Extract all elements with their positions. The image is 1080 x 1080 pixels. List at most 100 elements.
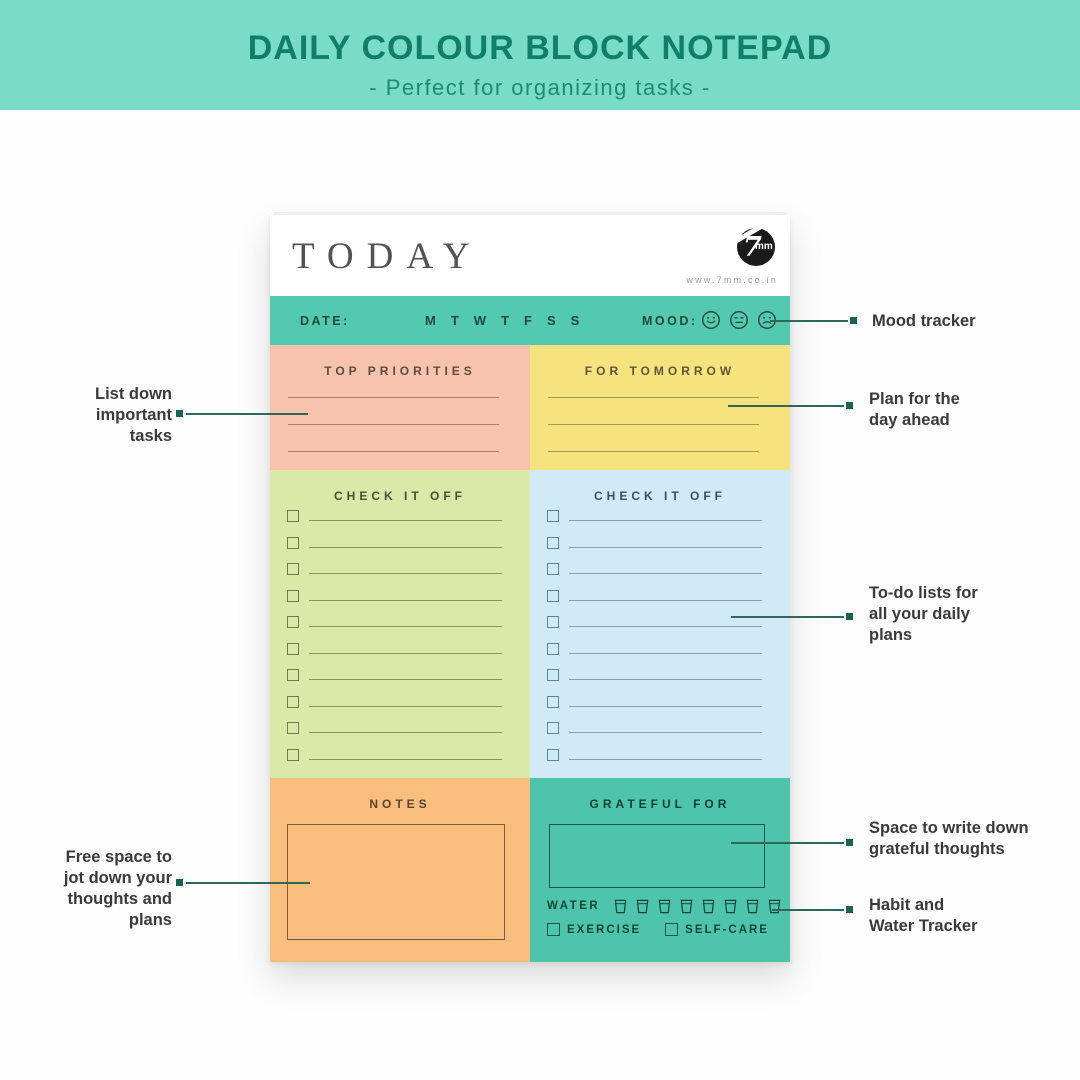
writing-line [569, 705, 762, 707]
checkbox [287, 510, 299, 522]
section-title: CHECK IT OFF [334, 489, 466, 503]
grateful-writing-box [549, 824, 765, 888]
callout-line [772, 909, 844, 911]
writing-line [309, 626, 502, 627]
callout-marker [176, 410, 183, 417]
checklist-row [547, 722, 762, 734]
writing-line [569, 573, 762, 574]
section-for-tomorrow: FOR TOMORROW [530, 345, 790, 470]
checklist-row [547, 616, 762, 628]
callout-todo-lists: To-do lists for all your daily plans [869, 584, 978, 645]
writing-line [569, 626, 762, 627]
checklist-row [547, 589, 762, 602]
writing-line [309, 758, 502, 760]
habit-label: SELF-CARE [685, 923, 769, 936]
water-cups [613, 898, 782, 915]
checkbox [547, 642, 559, 655]
weekday-initial: M [425, 313, 436, 328]
ruled-lines [288, 397, 499, 478]
checklist-row [287, 563, 502, 575]
writing-line [569, 732, 762, 733]
water-tracker: WATER [547, 896, 782, 916]
callout-line [731, 616, 844, 618]
brand-block: 7 mm www.7mm.co.in [686, 221, 778, 285]
ruled-line [288, 397, 499, 398]
notepad-header: TODAY 7 mm www.7mm.co.in [270, 215, 790, 296]
checklist-row [547, 563, 762, 575]
weekday-initial: T [450, 313, 459, 328]
checkbox [287, 695, 299, 708]
weekday-initial: S [546, 313, 556, 328]
checklist-row [287, 695, 502, 708]
callout-marker [846, 906, 853, 913]
checklist-row [287, 536, 502, 549]
callout-marker [176, 879, 183, 886]
checkbox [547, 563, 559, 575]
water-label: WATER [547, 900, 601, 912]
checklist-row [287, 510, 502, 522]
checkbox [547, 923, 560, 936]
notes-grateful-row: NOTES GRATEFUL FOR WATER EXERCISE [270, 778, 790, 962]
ruled-lines [548, 397, 759, 478]
callout-marker [846, 839, 853, 846]
checkbox [547, 669, 559, 681]
checklist-row [287, 748, 502, 761]
callout-important-tasks: List down important tasks [95, 385, 172, 446]
weekday-initial: W [473, 313, 487, 328]
callout-free-space: Free space to jot down your thoughts and… [63, 848, 172, 930]
water-cup-icon [702, 899, 715, 913]
callout-marker [846, 402, 853, 409]
notes-writing-box [287, 824, 505, 940]
checkbox [287, 748, 299, 761]
writing-line [309, 679, 502, 680]
notepad-title: TODAY [292, 236, 483, 277]
callout-plan-ahead: Plan for the day ahead [869, 390, 960, 430]
svg-text:7: 7 [743, 232, 762, 263]
writing-line [309, 599, 502, 601]
water-cup-icon [636, 899, 649, 913]
callout-habit-tracker: Habit and Water Tracker [869, 896, 978, 936]
writing-line [309, 546, 502, 548]
checkbox [547, 510, 559, 522]
checklist [547, 510, 762, 761]
section-title: TOP PRIORITIES [324, 364, 476, 378]
checkbox [287, 669, 299, 681]
section-top-priorities: TOP PRIORITIES [270, 345, 530, 470]
checkbox [287, 722, 299, 734]
section-notes: NOTES [270, 778, 530, 962]
weekday-initial: T [501, 313, 510, 328]
checklist-row [547, 669, 762, 681]
writing-line [569, 546, 762, 548]
checkbox [547, 695, 559, 708]
happy-face-icon [702, 311, 720, 329]
checklist [287, 510, 502, 761]
writing-line [569, 679, 762, 680]
section-title: CHECK IT OFF [594, 489, 726, 503]
checklist-row [287, 589, 502, 602]
section-check-it-off-right: CHECK IT OFF [530, 470, 790, 778]
writing-line [569, 599, 762, 601]
checkbox [287, 589, 299, 602]
checklist-row: CHECK IT OFF CHECK IT OFF [270, 470, 790, 778]
checkbox [547, 589, 559, 602]
ruled-line [548, 424, 759, 425]
callout-line [186, 882, 310, 884]
mood-icons [700, 309, 778, 331]
checkbox [287, 536, 299, 549]
checkbox [665, 923, 679, 936]
water-cup-icon [746, 899, 759, 913]
habit-self-care: SELF-CARE [665, 923, 769, 936]
checkbox [547, 536, 559, 549]
ruled-line [288, 424, 499, 425]
habit-exercise: EXERCISE [547, 923, 641, 936]
checkbox [547, 616, 559, 628]
callout-grateful-space: Space to write down grateful thoughts [869, 819, 1029, 859]
callout-marker [846, 613, 853, 620]
weekday-initial: S [570, 313, 580, 328]
checklist-row [547, 695, 762, 708]
water-cup-icon [614, 899, 627, 913]
section-title: NOTES [369, 797, 431, 811]
